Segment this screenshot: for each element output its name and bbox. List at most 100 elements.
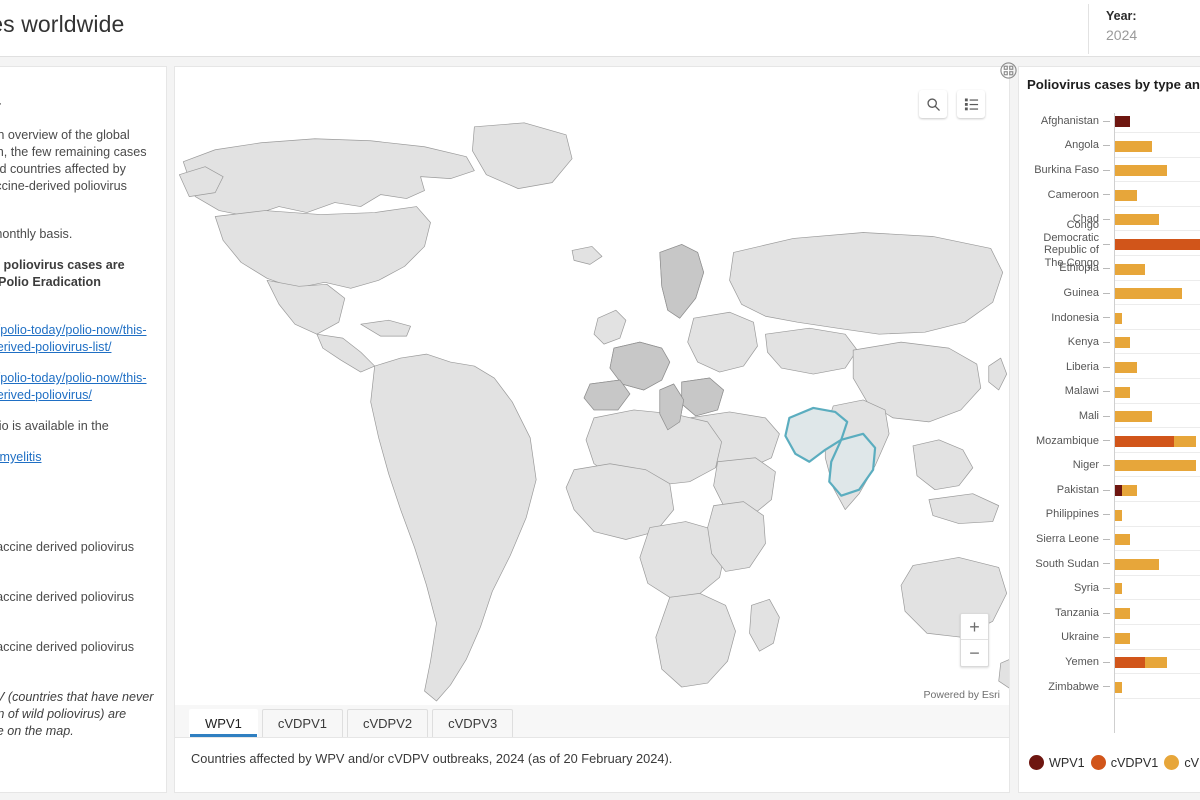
country-pakistan-endemic (828, 432, 877, 497)
axis-tick (1103, 243, 1110, 245)
gridline (1115, 156, 1200, 158)
country-group-scandinavia-alt (659, 244, 704, 319)
search-icon[interactable] (919, 90, 947, 118)
axis-tick (1103, 661, 1110, 663)
tab-cvdpv3[interactable]: cVDPV3 (432, 709, 514, 737)
bar-cvdpv2[interactable] (1115, 509, 1123, 521)
axis-tick (1103, 391, 1110, 393)
axis-tick (1103, 538, 1110, 540)
sidebar-paragraph-2: The data is updated on a monthly basis. (0, 227, 73, 241)
bar-cvdpv2[interactable] (1115, 632, 1130, 644)
bar-cvdpv2[interactable] (1115, 608, 1130, 619)
gridline (1115, 230, 1200, 232)
map-zoom-controls[interactable]: + − (960, 613, 989, 667)
category-label: Liberia (1065, 360, 1099, 373)
expand-icon[interactable] (999, 61, 1018, 80)
map-panel[interactable]: + − Powered by Esri (174, 66, 1010, 707)
category-label: Chad (1072, 213, 1099, 226)
chart-category-row: Tanzania (1019, 605, 1200, 621)
legend-label: cVDPV2 (1184, 755, 1200, 770)
zoom-out-button[interactable]: − (969, 643, 980, 663)
category-label: Yemen (1065, 655, 1099, 668)
page-title: Polio cases worldwide (0, 11, 125, 37)
gridline (1115, 205, 1200, 207)
gridline (1115, 574, 1200, 576)
about-data-panel: About the data This dashboard provides a… (0, 66, 167, 793)
chart-category-row: Angola (1019, 138, 1200, 154)
chart-category-row: Kenya (1019, 334, 1200, 350)
bar-cvdpv2[interactable] (1115, 140, 1153, 152)
axis-tick (1103, 514, 1110, 516)
cvdpv2-legend-dot (1164, 755, 1180, 770)
country-eastern-europe (687, 311, 758, 373)
who-factsheet-link[interactable]: WHO factsheet about poliomyelitis (0, 450, 42, 464)
bar-wpv1[interactable] (1115, 485, 1123, 496)
zoom-in-button[interactable]: + (961, 614, 988, 640)
category-label: Indonesia (1051, 311, 1099, 324)
legend-entry-cvdpv1[interactable]: cVDPV1 (1090, 755, 1158, 770)
bar-cvdpv2[interactable] (1115, 189, 1138, 201)
country-china (852, 341, 982, 423)
bar-cvdpv2[interactable] (1115, 534, 1130, 546)
bar-wpv1[interactable] (1115, 116, 1130, 127)
bar-cvdpv2[interactable] (1115, 386, 1130, 398)
map-caption: Countries affected by WPV and/or cVDPV o… (191, 751, 673, 766)
bar-cvdpv2[interactable] (1122, 485, 1138, 496)
gridline (1115, 378, 1200, 379)
bar-cvdpv2[interactable] (1115, 558, 1160, 570)
category-label: Mozambique (1036, 434, 1099, 447)
bar-cvdpv2[interactable] (1115, 411, 1153, 423)
map-canvas[interactable] (175, 67, 1009, 706)
bar-cvdpv1[interactable] (1115, 239, 1200, 250)
category-label: Malawi (1064, 385, 1099, 398)
category-label: South Sudan (1035, 557, 1099, 570)
tab-wpv1[interactable]: WPV1 (189, 709, 258, 737)
country-group-iberia-alt (583, 379, 631, 411)
axis-tick (1103, 587, 1110, 589)
bar-cvdpv2[interactable] (1115, 214, 1160, 226)
gridline (1115, 132, 1200, 133)
bar-cvdpv2[interactable] (1115, 362, 1138, 373)
bar-cvdpv2[interactable] (1115, 681, 1123, 693)
tab-cvdpv1[interactable]: cVDPV1 (261, 709, 343, 737)
bar-cvdpv2[interactable] (1115, 288, 1182, 300)
year-label: Year: (1106, 9, 1137, 23)
year-selector[interactable]: Year: 2024 (1106, 8, 1137, 45)
category-label: Afghanistan (1040, 114, 1099, 127)
axis-tick (1103, 440, 1110, 442)
bar-cvdpv2[interactable] (1115, 263, 1145, 275)
bar-cvdpv2[interactable] (1115, 312, 1123, 324)
country-south-america (370, 353, 537, 702)
country-group-italy-alt (659, 383, 685, 431)
bar-cvdpv2[interactable] (1115, 337, 1130, 349)
bar-cvdpv2[interactable] (1115, 165, 1167, 177)
bar-cvdpv1[interactable] (1115, 657, 1145, 669)
legend-list-icon[interactable] (957, 90, 985, 118)
bar-cvdpv1[interactable] (1115, 435, 1175, 447)
axis-tick (1103, 120, 1110, 122)
sidebar-legend-item-cvdpv1: cVDPV1 – circulating vaccine derived pol… (0, 539, 154, 573)
chart-category-row: Liberia (1019, 359, 1200, 375)
bar-cvdpv2[interactable] (1144, 657, 1167, 669)
tab-cvdpv2[interactable]: cVDPV2 (346, 709, 429, 737)
legend-entry-wpv1[interactable]: WPV1 (1029, 755, 1085, 770)
chart-category-row: Yemen (1019, 654, 1200, 670)
category-label: Mali (1078, 409, 1099, 422)
category-label: Niger (1072, 459, 1099, 472)
bar-cvdpv2[interactable] (1115, 583, 1123, 595)
bar-cvdpv2[interactable] (1115, 460, 1197, 472)
category-label: Angola (1064, 139, 1099, 152)
world-map-svg[interactable] (175, 67, 1009, 706)
map-layer-tabs[interactable]: WPV1 cVDPV1 cVDPV2 cVDPV3 (174, 705, 1010, 737)
country-sea (912, 439, 974, 491)
category-label: Ukraine (1061, 631, 1099, 644)
gpei-wpv-link[interactable]: https://polioeradication.org/polio-today… (0, 323, 147, 354)
gpei-cvdpv-link[interactable]: https://polioeradication.org/polio-today… (0, 371, 147, 402)
category-label: Ethiopia (1059, 262, 1099, 275)
country-usa (214, 206, 431, 289)
legend-entry-cvdpv2[interactable]: cVDPV2 (1164, 755, 1200, 770)
map-attribution: Powered by Esri (921, 689, 1002, 701)
chart-plot-area[interactable]: Afghanistan Angola Burkina Faso Cameroon Cha… (1019, 113, 1200, 733)
bar-cvdpv2[interactable] (1174, 435, 1197, 447)
country-group-balkans-alt (681, 377, 724, 417)
